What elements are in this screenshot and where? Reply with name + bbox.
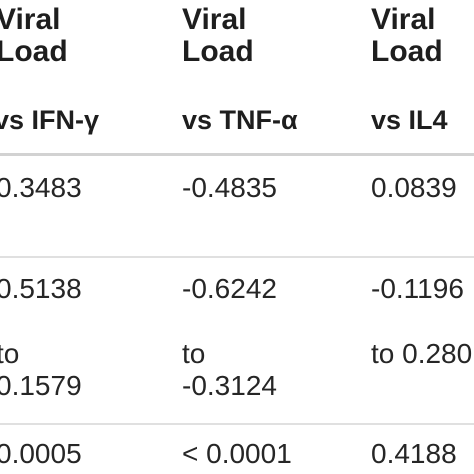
column-subheader: vs IFN-γ	[0, 105, 100, 135]
row-divider	[0, 423, 474, 425]
column-header-line1: Viral	[182, 3, 247, 36]
table-cell: -0.3124	[182, 370, 277, 401]
table-cell: to 0.280	[371, 338, 473, 369]
column-header-line1: Viral	[371, 3, 436, 36]
table-cell: -0.6242	[182, 273, 277, 304]
table-cell: -0.1196	[371, 273, 464, 304]
column-header-line2: Load	[0, 35, 68, 68]
header-divider	[0, 153, 474, 156]
column-header-line2: Load	[182, 35, 254, 68]
table-cell: < 0.0001	[182, 438, 292, 469]
table-cell: 0.1579	[0, 370, 82, 401]
table-cell: to	[0, 338, 20, 369]
table-cell: to	[182, 338, 206, 369]
table-cell: 0.3483	[0, 172, 82, 203]
row-divider	[0, 256, 474, 258]
column-header-line2: Load	[371, 35, 443, 68]
table-cell: 0.5138	[0, 273, 82, 304]
table-cell: 0.0005	[0, 438, 82, 469]
column-subheader: vs TNF-α	[182, 105, 298, 135]
column-header-line1: Viral	[0, 3, 61, 36]
table-cell: -0.4835	[182, 172, 277, 203]
column-subheader: vs IL4	[371, 105, 448, 135]
table-cell: 0.4188	[371, 438, 457, 469]
table-cell: 0.0839	[371, 172, 457, 203]
